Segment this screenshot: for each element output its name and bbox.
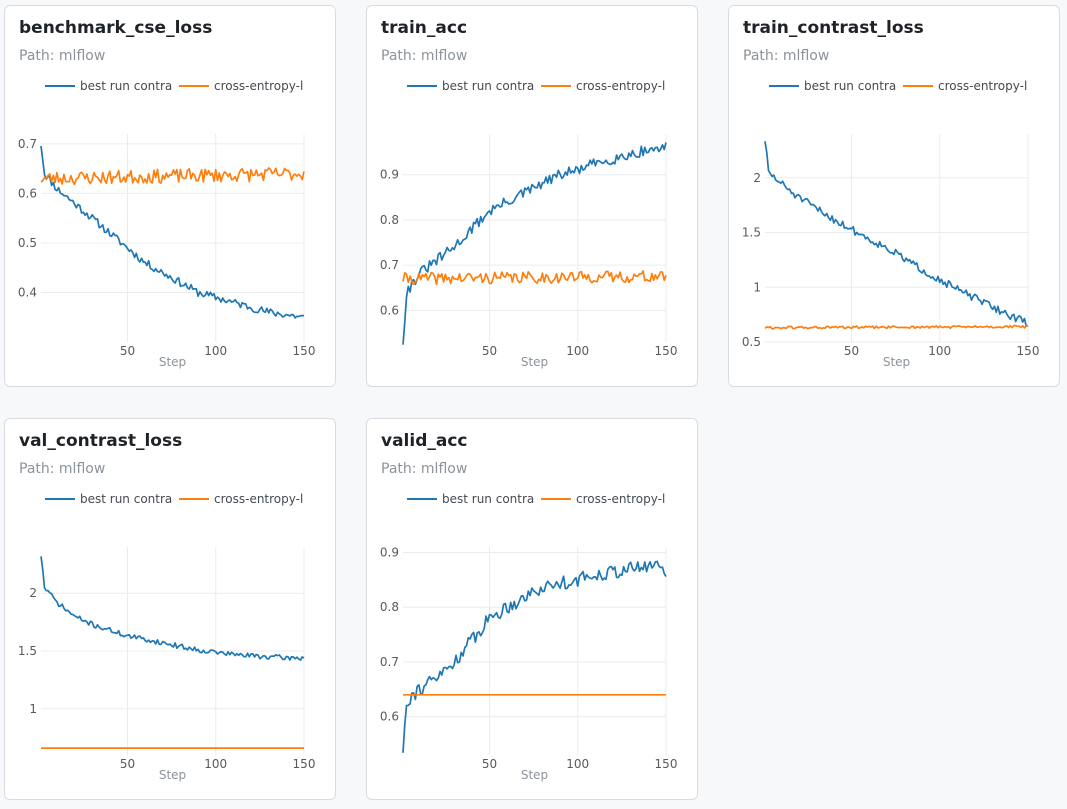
y-tick-label: 0.6	[380, 710, 399, 724]
chart-card-val-contrast-loss: val_contrast_loss Path: mlflow best run …	[4, 418, 336, 800]
chart-card-valid-acc: valid_acc Path: mlflow best run contra cr…	[366, 418, 698, 800]
legend: best run contra cross-entropy-l	[45, 492, 303, 506]
y-tick-label: 1	[753, 280, 761, 294]
series-line-best-run-contra	[40, 145, 304, 319]
series-line-cross-entropy-l	[402, 270, 667, 286]
chart-title: benchmark_cse_loss	[19, 18, 213, 38]
chart-title: train_contrast_loss	[743, 18, 924, 38]
x-tick-label: 150	[655, 344, 678, 358]
x-tick-label: 100	[204, 344, 227, 358]
line-chart: best run contra cross-entropy-l 0.4 0.5 0.6 0…	[18, 79, 316, 369]
x-tick-label: 150	[655, 757, 678, 771]
y-tick-label: 0.7	[380, 258, 399, 272]
y-tick-label: 0.6	[18, 186, 37, 200]
y-tick-label: 0.6	[380, 303, 399, 317]
chart-path: Path: mlflow	[381, 461, 468, 477]
legend-label: best run contra	[80, 492, 172, 506]
legend-label: cross-entropy-l	[576, 79, 665, 93]
chart-title: train_acc	[381, 18, 468, 38]
line-chart: best run contra cross-entropy-l 1 1.5 2 50 100…	[18, 492, 316, 782]
series-line-best-run-contra	[402, 142, 667, 345]
y-tick-label: 0.9	[380, 168, 399, 182]
line-chart: best run contra cross-entropy-l 0.6 0.7 0.8 0…	[380, 492, 678, 782]
chart-title: val_contrast_loss	[19, 431, 183, 451]
x-tick-label: 50	[120, 344, 135, 358]
series-line-best-run-contra	[402, 560, 667, 753]
legend-label: best run contra	[442, 79, 534, 93]
x-axis-title: Step	[521, 355, 548, 369]
line-chart: best run contra cross-entropy-l 0.5 1 1.5 2 50…	[742, 79, 1040, 369]
legend: best run contra cross-entropy-l	[407, 79, 665, 93]
x-axis-title: Step	[521, 768, 548, 782]
y-tick-label: 0.5	[742, 335, 761, 349]
legend-label: best run contra	[804, 79, 896, 93]
y-tick-label: 1.5	[18, 644, 37, 658]
y-tick-label: 0.9	[380, 545, 399, 559]
legend: best run contra cross-entropy-l	[407, 492, 665, 506]
x-tick-label: 150	[293, 344, 316, 358]
legend: best run contra cross-entropy-l	[769, 79, 1027, 93]
y-tick-label: 2	[29, 586, 37, 600]
series-line-best-run-contra	[764, 141, 1029, 328]
legend-label: best run contra	[442, 492, 534, 506]
x-tick-label: 100	[566, 757, 589, 771]
series-line-best-run-contra	[40, 556, 305, 661]
y-tick-label: 0.7	[380, 655, 399, 669]
legend-label: cross-entropy-l	[214, 79, 303, 93]
chart-path: Path: mlflow	[743, 48, 830, 64]
y-tick-label: 1.5	[742, 226, 761, 240]
series-line-cross-entropy-l	[764, 324, 1029, 330]
legend-label: best run contra	[80, 79, 172, 93]
y-tick-label: 0.5	[18, 236, 37, 250]
y-tick-label: 0.4	[18, 285, 37, 299]
y-tick-label: 2	[753, 171, 761, 185]
x-tick-label: 50	[482, 344, 497, 358]
x-tick-label: 150	[1017, 344, 1040, 358]
y-tick-label: 0.7	[18, 137, 37, 151]
chart-title: valid_acc	[381, 431, 468, 451]
chart-card-benchmark-cse-loss: benchmark_cse_loss Path: mlflow best run…	[4, 5, 336, 387]
legend-label: cross-entropy-l	[214, 492, 303, 506]
x-tick-label: 100	[566, 344, 589, 358]
x-tick-label: 50	[482, 757, 497, 771]
y-tick-label: 1	[29, 702, 37, 716]
x-axis-title: Step	[159, 768, 186, 782]
x-axis-title: Step	[883, 355, 910, 369]
chart-card-train-contrast-loss: train_contrast_loss Path: mlflow best ru…	[728, 5, 1060, 387]
x-tick-label: 150	[293, 757, 316, 771]
x-tick-label: 100	[204, 757, 227, 771]
chart-path: Path: mlflow	[19, 461, 106, 477]
series-line-cross-entropy-l	[40, 167, 305, 186]
y-tick-label: 0.8	[380, 600, 399, 614]
chart-path: Path: mlflow	[381, 48, 468, 64]
line-chart: best run contra cross-entropy-l 0.6 0.7 0.8 0…	[380, 79, 678, 369]
legend-label: cross-entropy-l	[576, 492, 665, 506]
x-tick-label: 100	[928, 344, 951, 358]
x-tick-label: 50	[120, 757, 135, 771]
x-axis-title: Step	[159, 355, 186, 369]
legend-label: cross-entropy-l	[938, 79, 1027, 93]
legend: best run contra cross-entropy-l	[45, 79, 303, 93]
y-tick-label: 0.8	[380, 213, 399, 227]
chart-path: Path: mlflow	[19, 48, 106, 64]
x-tick-label: 50	[844, 344, 859, 358]
chart-card-train-acc: train_acc Path: mlflow best run contra cr…	[366, 5, 698, 387]
